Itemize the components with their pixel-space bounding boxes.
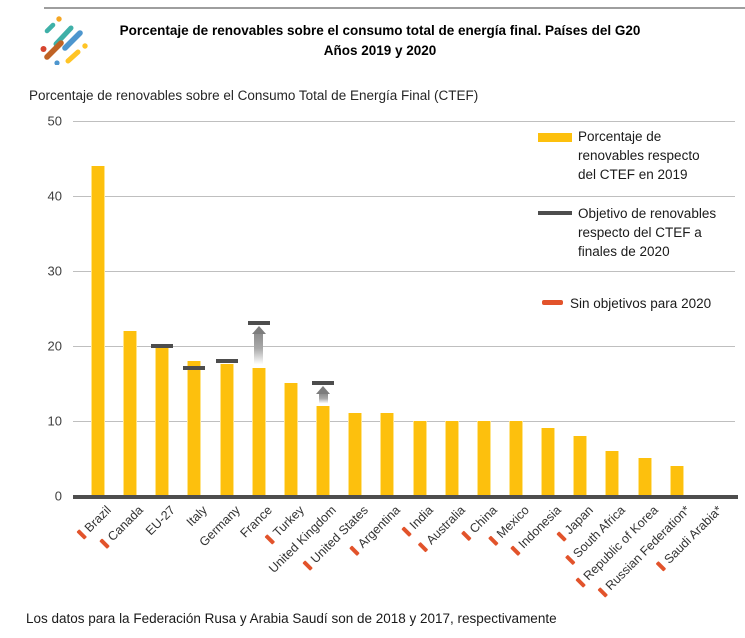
no-target-2020-marker (264, 533, 276, 545)
target-line-eu-27 (151, 343, 174, 348)
footnote: Los datos para la Federación Rusa y Arab… (26, 611, 557, 626)
bar-republic-of-korea (637, 458, 652, 496)
bar-canada (123, 330, 138, 496)
gridline-10 (73, 420, 735, 422)
bar-eu-27 (155, 347, 170, 496)
bar-italy (187, 360, 202, 496)
y-tick-40: 40 (47, 188, 62, 204)
axis-note: Porcentaje de renovables sobre el Consum… (29, 88, 479, 103)
no-target-2020-marker (655, 560, 667, 572)
target-line-united-kingdom (312, 381, 334, 386)
bar-germany (219, 364, 234, 496)
y-tick-20: 20 (47, 338, 62, 354)
bar-turkey (283, 383, 298, 496)
no-target-2020-marker (596, 587, 608, 598)
no-target-2020-marker (510, 545, 521, 557)
gap-arrow-france (251, 325, 266, 367)
gap-arrow-shaft (318, 393, 328, 404)
bar-russian-federation (669, 465, 684, 496)
no-target-2020-marker (461, 530, 472, 541)
bar-australia (444, 420, 459, 496)
y-tick-0: 0 (54, 488, 62, 503)
bar-argentina (380, 413, 395, 496)
bar-brazil (91, 165, 105, 496)
gridline-20 (73, 345, 735, 347)
target-line-italy (183, 366, 206, 371)
bar-united-states (348, 413, 363, 496)
no-target-2020-marker (302, 560, 314, 571)
no-target-2020-marker (565, 554, 576, 566)
bar-united-kingdom (316, 405, 330, 496)
no-target-2020-marker (488, 535, 499, 546)
gap-arrow-united-kingdom (316, 385, 330, 404)
no-target-2020-marker (400, 526, 412, 538)
chart-title: Porcentaje de renovables sobre el consum… (40, 21, 720, 61)
no-target-2020-marker (417, 541, 429, 553)
chart-title-line2: Años 2019 y 2020 (323, 43, 437, 58)
bar-indonesia (541, 428, 556, 496)
indec-logo-icon (40, 16, 88, 65)
y-tick-30: 30 (47, 263, 62, 279)
chart-title-line1: Porcentaje de renovables sobre el consum… (119, 23, 641, 38)
no-target-2020-marker (99, 538, 111, 549)
bar-mexico (509, 420, 523, 496)
legend-swatch-no-target (542, 300, 563, 305)
legend-label-2019: Porcentaje de renovables respecto del CT… (578, 129, 700, 182)
bar-japan (573, 435, 588, 496)
legend-swatch-target-line (538, 211, 572, 215)
gap-arrow-head (316, 385, 330, 394)
legend-label-no-target: Sin objetivos para 2020 (570, 296, 712, 311)
y-tick-50: 50 (47, 113, 62, 129)
gridline-30 (73, 270, 735, 272)
bar-france (251, 368, 266, 496)
gridline-50 (73, 121, 735, 122)
no-target-2020-marker (556, 531, 568, 542)
bar-china (476, 420, 491, 496)
no-target-2020-marker (76, 529, 87, 540)
no-target-2020-marker (574, 577, 586, 589)
target-line-germany (215, 358, 238, 363)
bar-india (412, 420, 427, 496)
x-axis-line (73, 495, 738, 499)
gridline-40 (73, 195, 735, 197)
gap-arrow-shaft (254, 333, 264, 367)
top-divider (44, 7, 745, 9)
gap-arrow-head (251, 325, 266, 334)
y-tick-10: 10 (47, 413, 62, 429)
bar-south-africa (605, 450, 620, 496)
target-line-france (247, 321, 270, 326)
legend-swatch-2019-bar (538, 133, 572, 142)
no-target-2020-marker (349, 545, 361, 556)
legend-label-target: Objetivo de renovables respecto del CTEF… (578, 206, 717, 259)
